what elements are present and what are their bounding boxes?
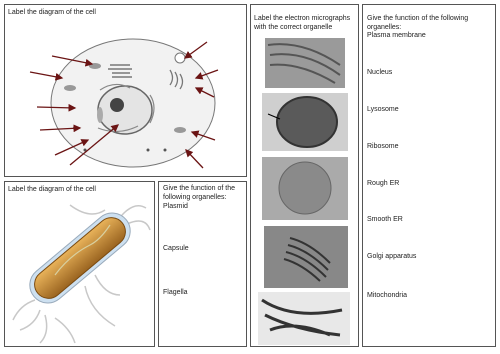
bacteria-panel [4, 181, 155, 347]
drawing-part [108, 64, 132, 78]
drawing-part [39, 124, 82, 133]
drawing-part [110, 98, 124, 112]
organelle-label: Mitochondria [367, 292, 408, 299]
organelle-label: Flagella [163, 289, 188, 296]
drawing-part [190, 130, 216, 141]
drawing-part [194, 69, 219, 80]
functions-prompt: Give the function of the following organ… [367, 15, 469, 31]
drawing-part [83, 148, 87, 152]
drawing-part [29, 71, 64, 81]
organelle-label: Ribosome [367, 143, 399, 150]
drawing-part [54, 139, 90, 156]
organelle-label: Golgi apparatus [367, 253, 417, 260]
drawing-part [264, 226, 348, 288]
micrographs-panel [250, 4, 359, 347]
drawing-part [54, 224, 111, 276]
drawing-part [12, 204, 151, 344]
drawing-part [51, 55, 94, 67]
label-arrows [29, 41, 219, 169]
drawing-part [276, 96, 338, 148]
micrographs-title: Label the electron micrographs with the … [254, 15, 351, 31]
drawing-part [278, 161, 332, 215]
organelle-label: Smooth ER [367, 216, 403, 223]
bacterium [12, 204, 151, 344]
drawing-part [174, 52, 186, 64]
micrograph-images [258, 38, 350, 345]
drawing-part [69, 124, 119, 166]
drawing-part [265, 38, 345, 88]
organelle-label: Plasmid [163, 203, 188, 210]
organelle-label: Lysosome [367, 106, 399, 113]
bacteria-functions-panel [158, 181, 247, 347]
drawing-part [36, 103, 77, 112]
drawing-part [185, 149, 204, 169]
drawing-part [169, 69, 184, 90]
functions-panel [362, 4, 496, 347]
drawing-part [34, 217, 126, 299]
drawing-part [163, 148, 167, 152]
organelle-label: Capsule [163, 245, 189, 252]
drawing-part [97, 85, 153, 135]
drawing-part [267, 113, 281, 120]
drawing-part [283, 237, 331, 282]
drawing-part [267, 43, 341, 84]
drawing-part [97, 107, 103, 123]
drawing-part [261, 298, 343, 337]
drawing-part [183, 41, 208, 59]
organelle-label: Nucleus [367, 69, 393, 76]
bacteria-title: Label the diagram of the cell [8, 186, 96, 193]
organelle-label: Rough ER [367, 180, 400, 187]
cell-panel [4, 4, 247, 177]
drawing-part [146, 148, 150, 152]
animal-cell [50, 38, 216, 168]
drawing-part [64, 85, 76, 91]
organelle-label: Plasma membrane [367, 32, 426, 39]
drawing-part [174, 127, 186, 133]
cell-title: Label the diagram of the cell [8, 9, 96, 16]
bacteria-prompt: Give the function of the following organ… [163, 185, 235, 201]
drawing-part [194, 87, 215, 98]
